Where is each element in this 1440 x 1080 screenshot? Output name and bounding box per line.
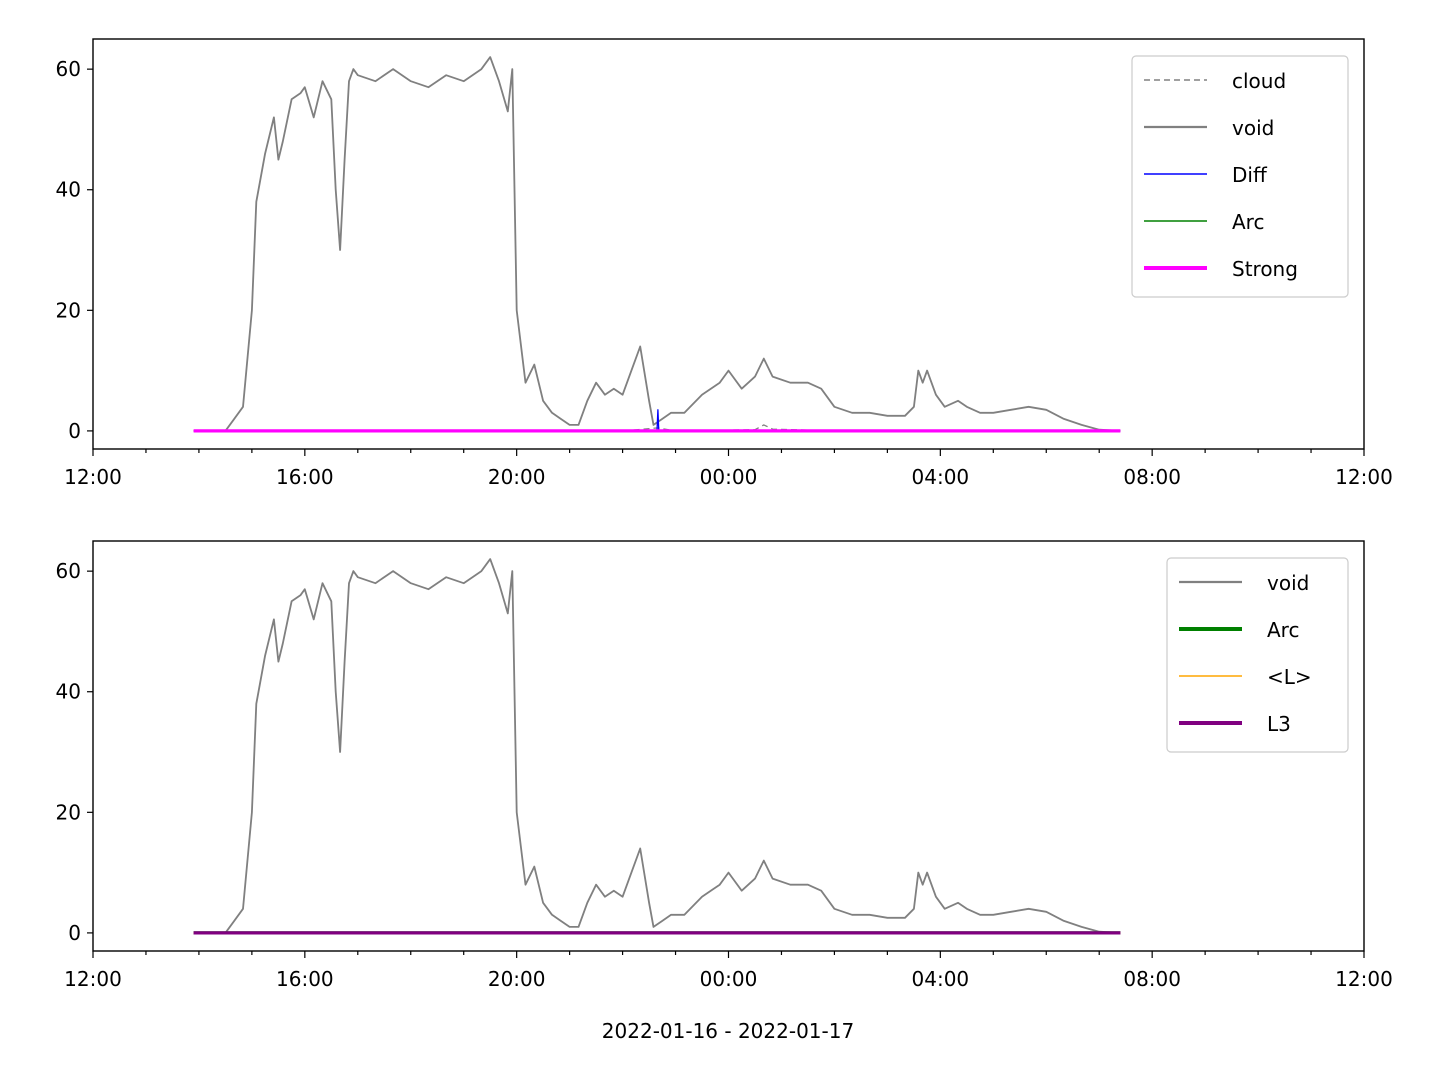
x-tick-label: 04:00 [912, 465, 970, 489]
x-tick-label: 12:00 [64, 465, 122, 489]
axes-frame [92, 38, 1365, 450]
x-tick-label: 12:00 [1335, 967, 1393, 991]
x-tick-label: 12:00 [1335, 465, 1393, 489]
x-tick-label: 08:00 [1123, 465, 1181, 489]
bottom-chart-panel: 0 20 40 60 12:00 16:00 20:00 00:00 04:00 08:00 12:… [56, 540, 1393, 991]
y-tick-label: 0 [68, 921, 81, 945]
top-chart-panel: 0 20 40 60 12:00 16:00 20:00 00:00 04:00 08:00 12:… [56, 38, 1393, 489]
series-line-void [193, 56, 1121, 432]
x-tick-label: 00:00 [700, 465, 758, 489]
legend-label: void [1267, 571, 1309, 595]
y-tick-label: 60 [56, 559, 81, 583]
legend: cloud void Diff Arc Strong [1131, 55, 1349, 298]
legend-box [1131, 55, 1349, 298]
legend-box [1166, 557, 1349, 753]
legend-label: Strong [1232, 257, 1298, 281]
x-axis-label: 2022-01-16 - 2022-01-17 [602, 1019, 854, 1043]
axes-frame [92, 540, 1365, 952]
x-tick-label: 12:00 [64, 967, 122, 991]
legend-label: L3 [1267, 712, 1291, 736]
legend-label: <L> [1267, 665, 1312, 689]
x-tick-label: 20:00 [488, 967, 546, 991]
y-tick-label: 40 [56, 178, 81, 202]
legend-label: void [1232, 116, 1274, 140]
y-tick-label: 20 [56, 800, 81, 824]
x-tick-label: 20:00 [488, 465, 546, 489]
plot-area [193, 56, 1121, 433]
y-tick-label: 20 [56, 298, 81, 322]
legend: void Arc <L> L3 [1166, 557, 1349, 753]
x-tick-label: 16:00 [276, 465, 334, 489]
legend-label: Arc [1267, 618, 1299, 642]
legend-label: Arc [1232, 210, 1264, 234]
y-tick-label: 0 [68, 419, 81, 443]
x-tick-label: 00:00 [700, 967, 758, 991]
y-tick-label: 60 [56, 57, 81, 81]
x-tick-label: 08:00 [1123, 967, 1181, 991]
x-tick-label: 16:00 [276, 967, 334, 991]
x-tick-label: 04:00 [912, 967, 970, 991]
y-tick-label: 40 [56, 680, 81, 704]
legend-label: cloud [1232, 69, 1286, 93]
legend-label: Diff [1232, 163, 1268, 187]
series-line-void [193, 558, 1121, 934]
plot-area [193, 558, 1121, 935]
